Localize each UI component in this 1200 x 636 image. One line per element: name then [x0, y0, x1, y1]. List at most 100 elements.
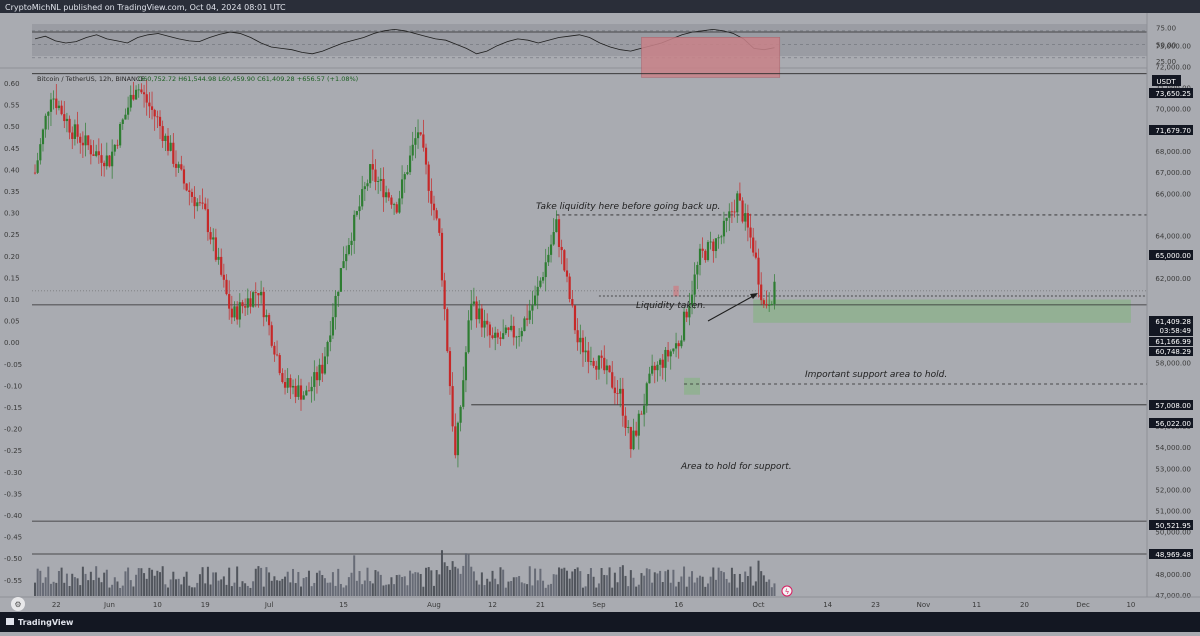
volume-bar-192: [544, 587, 547, 596]
last-price-tag: [1149, 316, 1193, 336]
candle-body-254: [709, 241, 712, 243]
volume-bar-127: [371, 583, 374, 596]
volume-bar-240: [672, 569, 675, 596]
currency-badge: [1152, 75, 1181, 86]
candle-body-249: [696, 264, 699, 275]
volume-bar-22: [92, 580, 95, 596]
candle-body-263: [733, 211, 736, 213]
candle-body-189: [536, 286, 539, 296]
volume-bar-250: [699, 575, 701, 596]
candle-body-152: [438, 218, 441, 233]
volume-bar-160: [459, 573, 462, 596]
price-tag-box-71679: [1149, 125, 1193, 135]
volume-bar-278: [773, 583, 776, 596]
volume-bar-104: [310, 586, 313, 596]
candle-body-204: [576, 330, 579, 343]
volume-bar-190: [539, 568, 542, 596]
volume-bar-226: [635, 586, 638, 596]
candle-body-124: [363, 186, 366, 190]
candle-body-80: [246, 298, 249, 308]
settings-button[interactable]: ⚙: [11, 597, 25, 611]
volume-bar-264: [736, 587, 739, 596]
volume-bar-172: [491, 570, 494, 596]
candle-body-41: [142, 92, 146, 95]
candle-body-143: [414, 138, 417, 145]
volume-bar-75: [233, 582, 236, 596]
volume-bar-275: [765, 581, 768, 596]
candle-body-11: [63, 114, 66, 122]
candle-body-63: [201, 202, 204, 204]
volume-bar-109: [323, 578, 326, 596]
candle-body-21: [89, 145, 92, 155]
replay-button[interactable]: ϟ: [781, 585, 793, 597]
volume-bar-164: [470, 566, 473, 596]
volume-bar-76: [236, 566, 239, 596]
time-axis-label-10: 16: [674, 601, 683, 609]
price-tag-box-57008: [1149, 400, 1193, 410]
volume-bar-166: [475, 580, 478, 596]
lightning-icon[interactable]: [781, 585, 793, 597]
candle-body-192: [544, 262, 547, 278]
candle-body-120: [353, 214, 356, 241]
volume-bar-80: [246, 585, 249, 596]
zone-liquidity-3: [673, 285, 679, 297]
volume-bar-9: [57, 570, 60, 596]
candle-body-71: [222, 274, 225, 280]
candle-body-156: [448, 351, 452, 387]
candle-body-174: [496, 332, 499, 338]
volume-bar-174: [496, 584, 499, 596]
left-axis-label-4: 0.40: [4, 166, 20, 174]
candle-body-58: [188, 190, 191, 192]
volume-bar-93: [281, 578, 284, 596]
volume-bar-205: [579, 571, 582, 596]
last-price-label: 61,409.28: [1155, 318, 1191, 326]
volume-bar-231: [648, 569, 651, 596]
candle-body-273: [760, 284, 763, 301]
candle-body-78: [241, 302, 244, 307]
candle-body-61: [196, 202, 199, 207]
candle-body-232: [651, 365, 654, 374]
volume-bar-221: [621, 565, 624, 596]
candle-body-169: [483, 320, 486, 328]
volume-bar-153: [440, 550, 443, 596]
left-axis-label-1: 0.55: [4, 102, 20, 110]
arrow-line: [707, 294, 756, 322]
tradingview-logo-icon: [6, 618, 14, 625]
candle-body-198: [560, 246, 563, 251]
volume-bar-244: [683, 566, 686, 596]
candle-body-2: [39, 144, 42, 161]
volume-bar-103: [307, 570, 310, 596]
volume-bar-90: [273, 576, 276, 596]
volume-bar-248: [693, 582, 696, 596]
volume-bar-206: [581, 587, 584, 596]
volume-bar-115: [339, 583, 342, 596]
candle-body-160: [459, 406, 462, 423]
settings-icon[interactable]: [11, 597, 25, 611]
volume-bar-10: [60, 567, 63, 596]
candle-body-93: [281, 373, 284, 383]
time-axis-label-12: 14: [823, 601, 832, 609]
volume-bar-155: [446, 566, 449, 596]
volume-bar-119: [350, 572, 353, 596]
price-axis-label-12: 58,000.00: [1155, 360, 1191, 368]
volume-bar-12: [65, 573, 68, 596]
time-axis[interactable]: 22 Jun 10 19 Jul 15 Aug 12 21 Sep 16 Oct 14 23 Nov 11 20…: [52, 601, 1136, 609]
candle-body-148: [427, 164, 430, 191]
volume-bar-118: [347, 577, 350, 596]
candle-body-157: [451, 386, 454, 427]
price-axis-label-15: 53,000.00: [1155, 465, 1191, 473]
candle-body-38: [134, 89, 138, 100]
volume-bar-271: [754, 581, 757, 596]
price-axis-panel[interactable]: [1147, 13, 1200, 597]
price-tag-56022: 56,022.00: [1155, 420, 1191, 428]
arrow-head-icon: [750, 293, 758, 299]
candle-body-94: [283, 382, 287, 388]
volume-bar-156: [448, 569, 451, 596]
volume-bar-186: [528, 566, 531, 596]
candle-body-158: [454, 426, 457, 456]
volume-bar-130: [379, 574, 382, 596]
volume-bar-63: [201, 567, 204, 596]
candle-body-180: [512, 325, 515, 338]
volume-bar-102: [305, 577, 308, 596]
